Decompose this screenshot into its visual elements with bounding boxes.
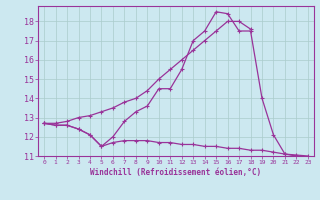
X-axis label: Windchill (Refroidissement éolien,°C): Windchill (Refroidissement éolien,°C) bbox=[91, 168, 261, 177]
